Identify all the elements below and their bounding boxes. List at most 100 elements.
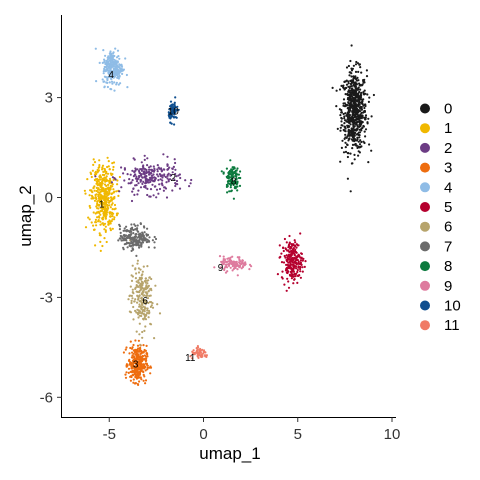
data-point bbox=[140, 312, 143, 315]
data-point bbox=[235, 169, 238, 172]
data-point bbox=[292, 251, 295, 254]
data-point bbox=[117, 65, 120, 68]
data-point bbox=[137, 350, 140, 353]
data-point bbox=[295, 243, 298, 246]
data-point bbox=[116, 179, 119, 182]
data-point bbox=[130, 240, 133, 243]
data-point bbox=[292, 247, 295, 250]
data-point bbox=[358, 119, 361, 122]
data-point bbox=[108, 204, 111, 207]
data-point bbox=[236, 182, 239, 185]
data-point bbox=[103, 197, 106, 200]
data-point bbox=[229, 266, 232, 269]
data-point bbox=[131, 264, 134, 267]
data-point bbox=[115, 63, 118, 67]
data-point bbox=[358, 151, 361, 154]
data-point bbox=[136, 259, 139, 262]
data-point bbox=[361, 121, 364, 124]
data-point bbox=[139, 268, 142, 271]
data-point bbox=[125, 371, 128, 374]
data-point bbox=[349, 94, 352, 97]
data-point bbox=[236, 256, 239, 259]
data-point bbox=[356, 76, 359, 79]
data-point bbox=[125, 241, 129, 244]
data-point bbox=[112, 196, 115, 200]
data-point bbox=[366, 122, 369, 125]
data-point bbox=[352, 104, 355, 107]
data-point bbox=[84, 192, 87, 195]
data-point bbox=[113, 89, 116, 92]
data-point bbox=[109, 206, 112, 209]
data-point bbox=[106, 165, 109, 169]
data-point bbox=[344, 126, 347, 129]
data-point bbox=[135, 180, 139, 183]
data-point bbox=[93, 199, 97, 202]
data-point bbox=[169, 100, 173, 103]
data-point bbox=[134, 268, 137, 271]
data-point bbox=[354, 112, 357, 115]
data-point bbox=[131, 366, 134, 369]
data-point bbox=[92, 158, 95, 161]
data-point bbox=[351, 133, 354, 136]
cluster-5-points bbox=[276, 232, 307, 292]
data-point bbox=[112, 168, 115, 171]
data-point bbox=[131, 179, 134, 182]
data-point bbox=[343, 88, 346, 91]
data-point bbox=[130, 299, 133, 302]
data-point bbox=[151, 179, 154, 182]
data-point bbox=[127, 236, 130, 239]
data-point bbox=[340, 116, 343, 120]
data-point bbox=[103, 237, 106, 240]
data-point bbox=[288, 234, 291, 238]
data-point bbox=[132, 232, 135, 235]
data-point bbox=[126, 86, 129, 89]
data-point bbox=[111, 218, 114, 221]
data-point bbox=[166, 177, 169, 180]
data-point bbox=[109, 87, 112, 91]
data-point bbox=[103, 195, 106, 198]
data-point bbox=[86, 178, 89, 181]
data-point bbox=[139, 236, 142, 239]
data-point bbox=[153, 337, 156, 340]
data-point bbox=[111, 72, 114, 75]
data-point bbox=[344, 141, 347, 144]
data-point bbox=[242, 262, 245, 265]
data-point bbox=[102, 187, 105, 190]
data-point bbox=[115, 65, 118, 69]
data-point bbox=[133, 359, 137, 362]
data-point bbox=[141, 336, 144, 339]
data-point bbox=[129, 238, 133, 241]
data-point bbox=[283, 254, 286, 258]
data-point bbox=[358, 82, 361, 85]
data-point bbox=[350, 67, 353, 70]
data-point bbox=[93, 161, 97, 164]
data-point bbox=[165, 181, 168, 184]
data-point bbox=[149, 180, 152, 183]
data-point bbox=[150, 301, 153, 304]
data-point bbox=[132, 157, 135, 160]
legend: 0 1 2 3 4 5 6 7 8 9 10 11 bbox=[420, 101, 461, 334]
data-point bbox=[113, 67, 116, 70]
data-point bbox=[173, 123, 176, 126]
data-point bbox=[94, 178, 97, 181]
data-point bbox=[362, 81, 365, 84]
data-point bbox=[361, 83, 364, 86]
data-point bbox=[100, 194, 103, 197]
data-point bbox=[173, 158, 176, 161]
data-point bbox=[153, 241, 156, 244]
data-point bbox=[139, 305, 142, 308]
data-point bbox=[134, 224, 137, 227]
data-point bbox=[230, 168, 233, 171]
data-point bbox=[106, 78, 109, 81]
data-point bbox=[94, 244, 97, 247]
data-point bbox=[346, 155, 349, 159]
data-point bbox=[355, 79, 358, 82]
data-point bbox=[104, 169, 107, 172]
data-point bbox=[167, 178, 170, 181]
data-point bbox=[291, 244, 294, 247]
data-point bbox=[142, 365, 145, 369]
data-point bbox=[191, 352, 195, 355]
data-point bbox=[94, 221, 97, 224]
data-point bbox=[137, 285, 140, 288]
data-point bbox=[145, 233, 148, 236]
